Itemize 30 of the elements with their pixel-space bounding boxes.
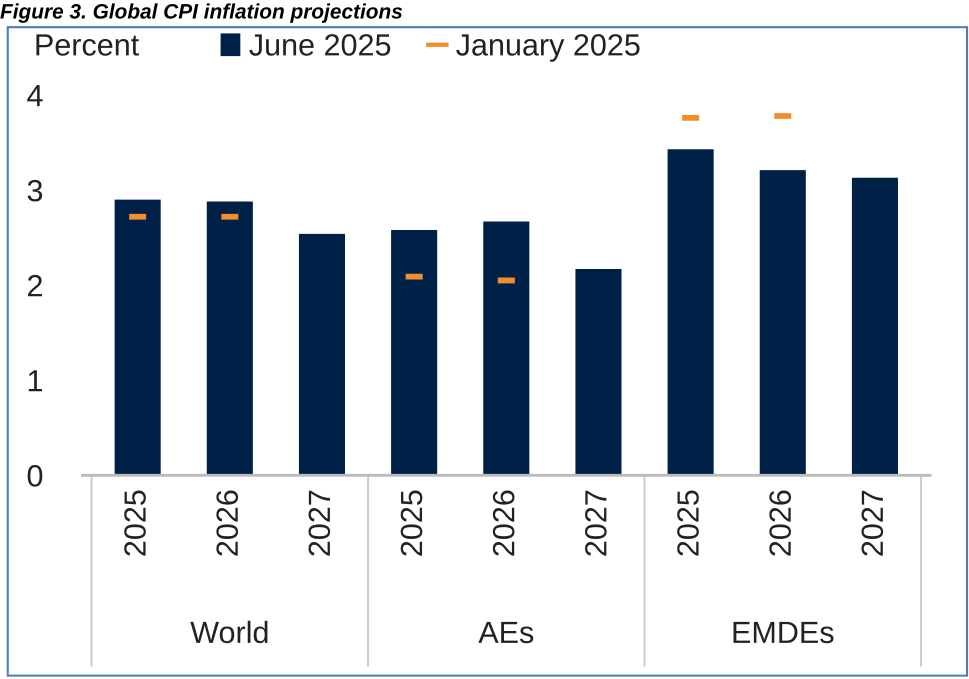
bar bbox=[391, 230, 438, 476]
x-tick-label: 2026 bbox=[492, 490, 515, 556]
bar bbox=[298, 234, 346, 476]
x-tick-label: 2025 bbox=[124, 490, 146, 556]
text: World bbox=[190, 620, 268, 644]
legend-label: June 2025 bbox=[249, 34, 390, 56]
y-tick-label: 0 bbox=[28, 465, 42, 487]
y-tick-label: 4 bbox=[27, 85, 43, 106]
bar bbox=[483, 221, 530, 476]
chart-title: Figure 3. Global CPI inflation projections bbox=[0, 3, 402, 23]
bar bbox=[668, 149, 714, 476]
legend-label: January 2025 bbox=[456, 34, 640, 62]
bar bbox=[575, 269, 622, 476]
x-tick-label: 2027 bbox=[862, 490, 884, 556]
x-tick-label: 2025 bbox=[400, 490, 422, 556]
bar bbox=[114, 200, 161, 476]
text: AEs bbox=[478, 622, 534, 644]
y-tick-label: 3 bbox=[28, 180, 42, 202]
bar bbox=[206, 202, 253, 476]
text: EMDEs bbox=[734, 622, 834, 644]
y-tick-label: 1 bbox=[28, 370, 42, 392]
x-tick-label: 2027 bbox=[585, 490, 607, 556]
bar bbox=[760, 170, 806, 476]
y-tick-label: 2 bbox=[28, 274, 42, 296]
x-tick-label: 2027 bbox=[308, 490, 330, 556]
x-tick-label: 2026 bbox=[216, 490, 238, 556]
bar bbox=[852, 178, 898, 476]
x-tick-label: 2026 bbox=[769, 490, 791, 556]
y-axis-title: Percent bbox=[36, 34, 139, 56]
x-tick-label: 2025 bbox=[677, 490, 699, 556]
